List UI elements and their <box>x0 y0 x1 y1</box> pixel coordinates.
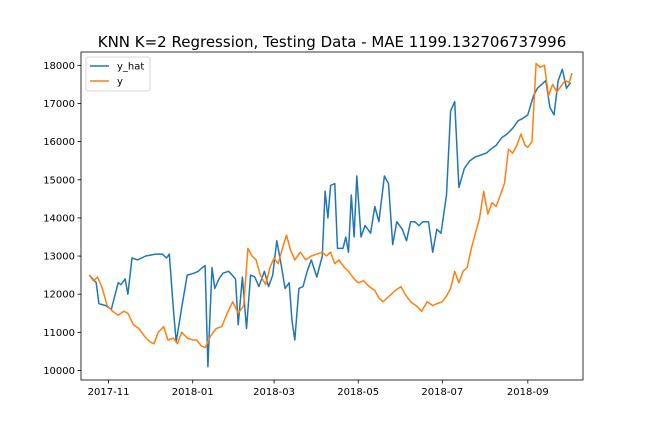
y-tick-label: 10000 <box>43 366 75 377</box>
y-tick-label: 16000 <box>43 137 75 148</box>
legend-label-y-hat: y_hat <box>117 62 144 73</box>
legend-label-y: y <box>117 77 123 88</box>
plot-lines <box>88 62 573 368</box>
x-tick-label: 2018-09 <box>507 387 549 398</box>
y-axis: 10000 11000 12000 13000 14000 15000 16000 17000… <box>43 61 81 377</box>
x-tick-label: 2018-01 <box>172 387 214 398</box>
series-line-y-hat <box>88 68 572 368</box>
y-tick-label: 13000 <box>43 252 75 263</box>
y-tick-label: 15000 <box>43 175 75 186</box>
axes-frame <box>80 51 584 381</box>
x-tick-label: 2018-05 <box>337 387 379 398</box>
x-axis: 2017-11 2018-01 2018-03 2018-05 2018-07 2018-… <box>88 380 549 398</box>
y-tick-label: 12000 <box>43 290 75 301</box>
y-tick-label: 17000 <box>43 99 75 110</box>
x-tick-label: 2018-03 <box>253 387 295 398</box>
x-tick-label: 2017-11 <box>88 387 130 398</box>
y-tick-label: 11000 <box>43 328 75 339</box>
y-tick-label: 18000 <box>43 61 75 72</box>
series-line-y <box>88 62 573 349</box>
y-tick-label: 14000 <box>43 213 75 224</box>
chart-title: KNN K=2 Regression, Testing Data - MAE 1… <box>98 33 567 51</box>
x-tick-label: 2018-07 <box>421 387 463 398</box>
